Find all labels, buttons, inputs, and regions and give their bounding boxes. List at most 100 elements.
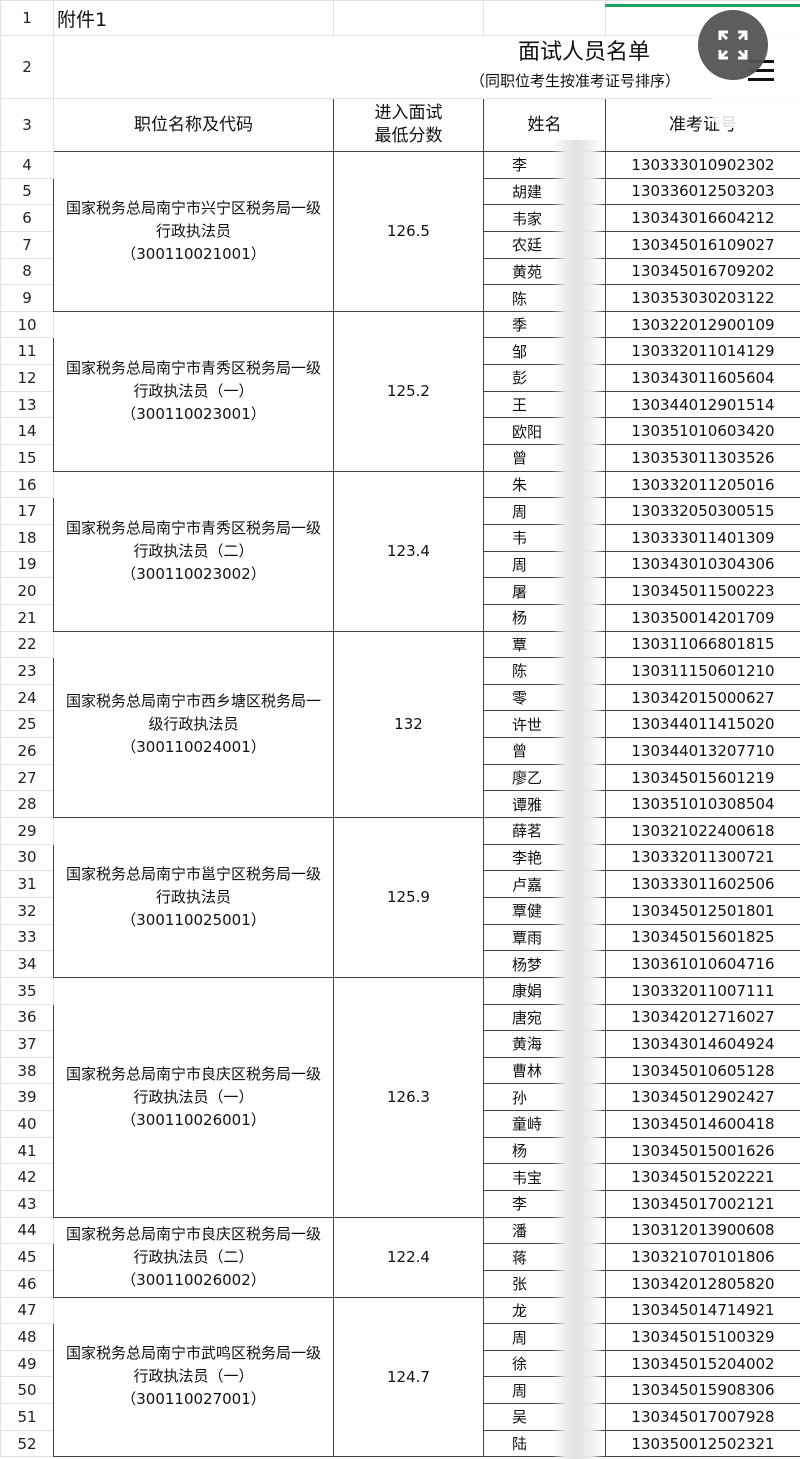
exam-no-cell[interactable]: 130336012503203 [605, 177, 800, 206]
exam-no-cell[interactable]: 130343010304306 [605, 550, 800, 579]
exam-no-cell[interactable]: 130345017002121 [605, 1189, 800, 1218]
sheet-title-cell[interactable]: 面试人员名单 （同职位考生按准考证号排序） [53, 35, 800, 99]
position-cell[interactable]: 国家税务总局南宁市青秀区税务局一级 行政执法员（一） （300110023001… [53, 310, 334, 472]
row-header[interactable]: 9 [0, 284, 54, 312]
exam-no-cell[interactable]: 130332011300721 [605, 843, 800, 872]
row-header[interactable]: 14 [0, 417, 54, 446]
row-header[interactable]: 25 [0, 710, 54, 739]
min-score-cell[interactable]: 124.7 [333, 1296, 484, 1458]
row-header[interactable]: 50 [0, 1376, 54, 1405]
row-header[interactable]: 41 [0, 1136, 54, 1165]
row-header[interactable]: 12 [0, 364, 54, 392]
exam-no-cell[interactable]: 130345014600418 [605, 1110, 800, 1138]
exam-no-cell[interactable]: 130345012902427 [605, 1083, 800, 1112]
min-score-cell[interactable]: 126.3 [333, 976, 484, 1218]
position-cell[interactable]: 国家税务总局南宁市西乡塘区税务局一 级行政执法员 （300110024001） [53, 630, 334, 819]
exam-no-cell[interactable]: 130322012900109 [605, 310, 800, 339]
row-header[interactable]: 39 [0, 1083, 54, 1112]
row-header[interactable]: 3 [0, 98, 54, 152]
row-header[interactable]: 21 [0, 603, 54, 632]
exam-no-cell[interactable]: 130350014201709 [605, 603, 800, 632]
exam-no-cell[interactable]: 130332050300515 [605, 497, 800, 525]
position-cell[interactable]: 国家税务总局南宁市兴宁区税务局一级 行政执法员 （300110021001） [53, 151, 334, 312]
exam-no-cell[interactable]: 130345015601825 [605, 923, 800, 952]
exam-no-cell[interactable]: 130345011500223 [605, 577, 800, 605]
row-header[interactable]: 30 [0, 843, 54, 872]
exam-no-cell[interactable]: 130345015100329 [605, 1323, 800, 1351]
row-header[interactable]: 48 [0, 1323, 54, 1351]
row-header[interactable]: 22 [0, 630, 54, 659]
row-header[interactable]: 1 [0, 0, 54, 36]
exam-no-cell[interactable]: 130361010604716 [605, 950, 800, 978]
row-header[interactable]: 18 [0, 523, 54, 552]
exam-no-cell[interactable]: 130345015202221 [605, 1163, 800, 1191]
exam-no-cell[interactable]: 130351010603420 [605, 417, 800, 446]
exam-no-cell[interactable]: 130332011014129 [605, 337, 800, 366]
exam-no-cell[interactable]: 130345015204002 [605, 1349, 800, 1378]
row-header[interactable]: 32 [0, 896, 54, 925]
row-header[interactable]: 26 [0, 737, 54, 765]
row-header[interactable]: 45 [0, 1243, 54, 1271]
row-header[interactable]: 27 [0, 763, 54, 792]
row-header[interactable]: 16 [0, 470, 54, 499]
exam-no-cell[interactable]: 130345017007928 [605, 1403, 800, 1431]
row-header[interactable]: 42 [0, 1163, 54, 1191]
exam-no-cell[interactable]: 130345015001626 [605, 1136, 800, 1165]
min-score-cell[interactable]: 126.5 [333, 151, 484, 312]
exam-no-cell[interactable]: 130343014604924 [605, 1030, 800, 1058]
row-header[interactable]: 46 [0, 1269, 54, 1298]
row-header[interactable]: 15 [0, 444, 54, 472]
row-header[interactable]: 17 [0, 497, 54, 525]
row-header[interactable]: 19 [0, 550, 54, 579]
row-header[interactable]: 2 [0, 35, 54, 99]
exam-no-cell[interactable]: 130332011007111 [605, 976, 800, 1005]
exam-no-cell[interactable]: 130333011602506 [605, 870, 800, 898]
row-header[interactable]: 51 [0, 1403, 54, 1431]
row-header[interactable]: 36 [0, 1003, 54, 1032]
exam-no-cell[interactable]: 130311150601210 [605, 657, 800, 685]
header-min-score[interactable]: 进入面试 最低分数 [333, 98, 484, 152]
row-header[interactable]: 23 [0, 657, 54, 685]
exam-no-cell[interactable]: 130343011605604 [605, 364, 800, 392]
exam-no-cell[interactable]: 130332011205016 [605, 470, 800, 499]
expand-button[interactable] [698, 10, 768, 80]
row-header[interactable]: 24 [0, 683, 54, 712]
row-header[interactable]: 28 [0, 790, 54, 819]
exam-no-cell[interactable]: 130333010902302 [605, 151, 800, 179]
row-header[interactable]: 8 [0, 257, 54, 286]
exam-no-cell[interactable]: 130342012716027 [605, 1003, 800, 1032]
exam-no-cell[interactable]: 130312013900608 [605, 1216, 800, 1245]
row-header[interactable]: 6 [0, 204, 54, 232]
name-cell[interactable]: 覃健 [483, 896, 606, 925]
row-header[interactable]: 38 [0, 1056, 54, 1085]
row-header[interactable]: 52 [0, 1429, 54, 1458]
row-header[interactable]: 11 [0, 337, 54, 366]
cell[interactable] [333, 0, 484, 36]
exam-no-cell[interactable]: 130344013207710 [605, 737, 800, 765]
position-cell[interactable]: 国家税务总局南宁市武鸣区税务局一级 行政执法员（一） （300110027001… [53, 1296, 334, 1458]
min-score-cell[interactable]: 122.4 [333, 1216, 484, 1298]
header-position[interactable]: 职位名称及代码 [53, 98, 334, 152]
exam-no-cell[interactable]: 130342012805820 [605, 1269, 800, 1298]
exam-no-cell[interactable]: 130321070101806 [605, 1243, 800, 1271]
row-header[interactable]: 40 [0, 1110, 54, 1138]
row-header[interactable]: 29 [0, 817, 54, 845]
row-header[interactable]: 47 [0, 1296, 54, 1325]
exam-no-cell[interactable]: 130333011401309 [605, 523, 800, 552]
min-score-cell[interactable]: 132 [333, 630, 484, 819]
row-header[interactable]: 49 [0, 1349, 54, 1378]
row-header[interactable]: 33 [0, 923, 54, 952]
exam-no-cell[interactable]: 130345016709202 [605, 257, 800, 286]
cell[interactable] [483, 0, 606, 36]
exam-no-cell[interactable]: 130353030203122 [605, 284, 800, 312]
exam-no-cell[interactable]: 130343016604212 [605, 204, 800, 232]
exam-no-cell[interactable]: 130342015000627 [605, 683, 800, 712]
attachment-label[interactable]: 附件1 [53, 0, 334, 36]
position-cell[interactable]: 国家税务总局南宁市青秀区税务局一级 行政执法员（二） （300110023002… [53, 470, 334, 632]
exam-no-cell[interactable]: 130344012901514 [605, 390, 800, 419]
row-header[interactable]: 13 [0, 390, 54, 419]
min-score-cell[interactable]: 123.4 [333, 470, 484, 632]
position-cell[interactable]: 国家税务总局南宁市良庆区税务局一级 行政执法员（二） （300110026002… [53, 1216, 334, 1298]
position-cell[interactable]: 国家税务总局南宁市良庆区税务局一级 行政执法员（一） （300110026001… [53, 976, 334, 1218]
row-header[interactable]: 44 [0, 1216, 54, 1245]
